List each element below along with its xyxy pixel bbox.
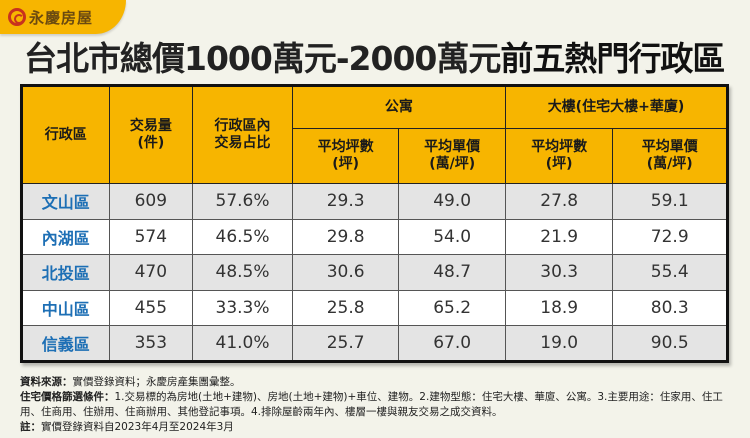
cell-apt-price: 67.0 — [398, 325, 506, 362]
cell-share: 48.5% — [192, 254, 293, 291]
brand-logo: 永慶房屋 — [0, 0, 126, 34]
cell-bld-price: 55.4 — [612, 254, 728, 291]
cell-apt-area: 30.6 — [291, 254, 400, 291]
cell-apt-area: 29.3 — [291, 183, 400, 220]
cell-volume: 455 — [108, 289, 194, 327]
cell-apt-price: 48.7 — [398, 254, 506, 291]
table-row: 中山區 455 33.3% 25.8 65.2 18.9 80.3 — [21, 289, 728, 327]
cell-volume: 353 — [108, 325, 194, 362]
cell-apt-area: 29.8 — [291, 218, 400, 256]
logo-icon — [8, 8, 26, 26]
cell-district: 中山區 — [21, 289, 110, 327]
table-row: 信義區 353 41.0% 25.7 67.0 19.0 90.5 — [21, 325, 728, 362]
header-apartment: 公寓 — [291, 85, 506, 129]
cell-bld-area: 19.0 — [504, 325, 614, 362]
table-row: 文山區 609 57.6% 29.3 49.0 27.8 59.1 — [21, 183, 728, 220]
cell-apt-area: 25.7 — [291, 325, 400, 362]
cell-apt-price: 65.2 — [398, 289, 506, 327]
table-row: 內湖區 574 46.5% 29.8 54.0 21.9 72.9 — [21, 218, 728, 256]
header-building: 大樓(住宅大樓+華廈) — [504, 85, 729, 129]
cell-share: 46.5% — [192, 218, 293, 256]
cell-bld-price: 59.1 — [612, 183, 728, 220]
header-district: 行政區 — [21, 85, 110, 184]
header-apt-area: 平均坪數 (坪) — [291, 128, 400, 184]
cell-share: 57.6% — [192, 183, 293, 220]
note-period: 註：實價登錄資料自2023年4月至2024年3月 — [20, 421, 234, 433]
cell-bld-price: 90.5 — [612, 325, 728, 362]
cell-share: 41.0% — [192, 325, 293, 362]
cell-district: 北投區 — [21, 254, 110, 291]
cell-share: 33.3% — [192, 289, 293, 327]
brand-name: 永慶房屋 — [29, 8, 94, 27]
header-bld-price: 平均單價 (萬/坪) — [612, 128, 728, 184]
cell-apt-area: 25.8 — [291, 289, 400, 327]
cell-bld-area: 30.3 — [504, 254, 614, 291]
header-bld-area: 平均坪數 (坪) — [504, 128, 614, 184]
cell-bld-area: 18.9 — [504, 289, 614, 327]
note-source: 資料來源：實價登錄資料；永慶房產集團彙整。 — [20, 376, 241, 388]
cell-volume: 609 — [108, 183, 194, 220]
cell-volume: 574 — [108, 218, 194, 256]
cell-volume: 470 — [108, 254, 194, 291]
title-bold: 前五熱門行政區 — [500, 39, 725, 78]
cell-bld-area: 27.8 — [504, 183, 614, 220]
table-row: 北投區 470 48.5% 30.6 48.7 30.3 55.4 — [21, 254, 728, 291]
cell-bld-price: 80.3 — [612, 289, 728, 327]
cell-bld-price: 72.9 — [612, 218, 728, 256]
district-table: 行政區 交易量 (件) 行政區內 交易占比 公寓 大樓(住宅大樓+華廈) 平均坪數(… — [20, 84, 729, 363]
cell-apt-price: 49.0 — [398, 183, 506, 220]
cell-bld-area: 21.9 — [504, 218, 614, 256]
cell-district: 信義區 — [21, 325, 110, 362]
header-apt-price: 平均單價 (萬/坪) — [398, 128, 506, 184]
cell-apt-price: 54.0 — [398, 218, 506, 256]
note-criteria: 住宅價格篩選條件：1.交易標的為房地(土地+建物)、房地(土地+建物)+車位、建… — [20, 391, 723, 418]
header-volume: 交易量 (件) — [108, 85, 194, 184]
header-share: 行政區內 交易占比 — [192, 85, 293, 184]
footnotes: 資料來源：實價登錄資料；永慶房產集團彙整。 住宅價格篩選條件：1.交易標的為房地… — [20, 375, 735, 435]
page-title: 台北市總價1000萬元-2000萬元前五熱門行政區 — [24, 32, 725, 80]
cell-district: 內湖區 — [21, 218, 110, 256]
title-normal: 台北市總價1000萬元-2000萬元 — [24, 39, 501, 78]
cell-district: 文山區 — [21, 183, 110, 220]
